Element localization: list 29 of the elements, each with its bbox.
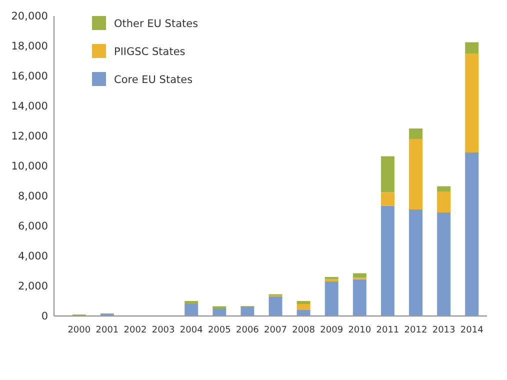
y-tick-label: 0	[41, 310, 48, 322]
x-tick-label: 2000	[68, 325, 91, 336]
legend-label: Other EU States	[114, 18, 198, 30]
y-tick-label: 10,000	[11, 160, 48, 172]
x-tick-label: 2002	[124, 325, 147, 336]
x-tick-label: 2006	[236, 325, 260, 336]
x-tick-label: 2007	[264, 325, 287, 336]
x-tick-label: 2014	[460, 325, 484, 336]
x-tick-label: 2013	[432, 325, 456, 336]
y-tick-label: 20,000	[11, 10, 48, 22]
legend-label: Core EU States	[114, 74, 193, 86]
x-tick-label: 2012	[404, 325, 428, 336]
y-tick-label: 4,000	[18, 250, 48, 262]
y-tick-label: 18,000	[11, 40, 48, 52]
x-tick-label: 2004	[180, 325, 204, 336]
x-tick-label: 2008	[292, 325, 316, 336]
x-tick-label: 2009	[320, 325, 344, 336]
x-tick-label: 2005	[208, 325, 231, 336]
y-tick-label: 6,000	[18, 220, 48, 232]
x-tick-label: 2003	[152, 325, 175, 336]
y-tick-label: 14,000	[11, 100, 48, 112]
y-tick-label: 8,000	[18, 190, 48, 202]
x-tick-label: 2011	[376, 325, 400, 336]
x-tick-label: 2010	[348, 325, 372, 336]
y-tick-label: 2,000	[18, 280, 48, 292]
y-tick-label: 12,000	[11, 130, 48, 142]
x-tick-label: 2001	[96, 325, 119, 336]
legend-label: PIIGSC States	[114, 46, 186, 58]
y-tick-label: 16,000	[11, 70, 48, 82]
